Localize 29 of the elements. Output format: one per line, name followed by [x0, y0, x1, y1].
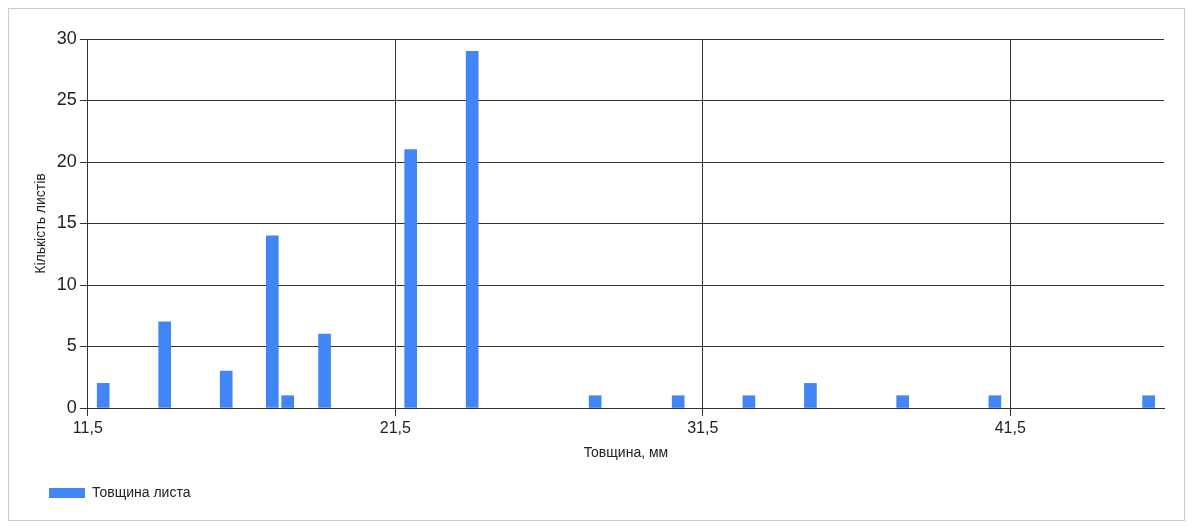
y-tick-label: 10 — [56, 273, 77, 294]
bar — [1142, 395, 1155, 408]
bar — [265, 235, 279, 408]
y-tick-label: 15 — [56, 212, 77, 233]
bar — [804, 383, 817, 408]
bar — [96, 383, 110, 408]
bar — [671, 395, 685, 408]
x-tick-label: 41,5 — [994, 419, 1026, 437]
y-tick-label: 25 — [56, 89, 77, 110]
y-tick-label: 20 — [56, 150, 77, 171]
y-tick-label: 30 — [56, 27, 77, 48]
bar — [465, 50, 479, 408]
y-tick-label: 0 — [66, 396, 77, 417]
x-tick-label: 11,5 — [72, 419, 103, 437]
bar — [158, 321, 172, 408]
bar — [219, 370, 233, 408]
bar — [318, 333, 331, 408]
y-tick-label: 5 — [66, 335, 77, 356]
x-axis-title: Товщина, мм — [583, 444, 669, 461]
y-axis-title: Кількість листів — [32, 173, 49, 274]
bar — [988, 395, 1002, 408]
x-tick-label: 21,5 — [379, 419, 411, 437]
bar — [896, 395, 909, 408]
bar — [588, 395, 602, 408]
bar — [281, 395, 295, 408]
bar — [742, 395, 756, 408]
legend-label: Товщина листа — [92, 483, 191, 500]
x-tick-label: 31,5 — [687, 419, 719, 437]
bar — [404, 149, 418, 408]
